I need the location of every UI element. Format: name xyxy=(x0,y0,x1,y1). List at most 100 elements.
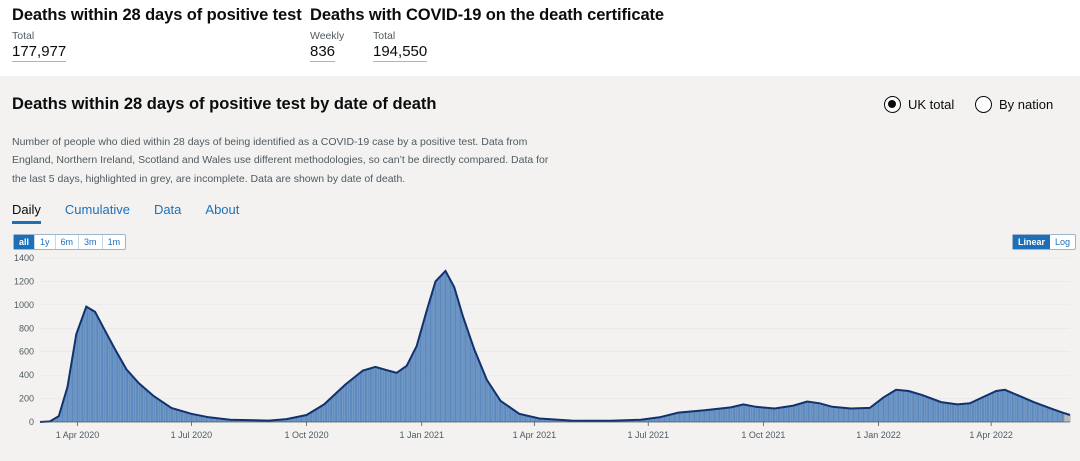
daily-bar xyxy=(428,302,430,422)
radio-label: UK total xyxy=(908,97,955,112)
daily-bar xyxy=(179,410,181,422)
metric-value[interactable]: 194,550 xyxy=(373,43,428,62)
daily-bar xyxy=(693,411,696,422)
daily-bar xyxy=(942,402,945,422)
tab-cumulative[interactable]: Cumulative xyxy=(64,202,130,217)
daily-bar xyxy=(200,415,203,422)
daily-bar xyxy=(776,408,778,422)
headline-metrics: Deaths within 28 days of positive test T… xyxy=(0,0,1080,76)
daily-bar xyxy=(472,345,474,422)
daily-bar xyxy=(407,363,409,422)
daily-bar xyxy=(732,406,734,422)
daily-bar xyxy=(195,414,198,422)
daily-bar xyxy=(641,419,643,422)
daily-bar xyxy=(368,368,370,422)
daily-bar xyxy=(658,417,661,422)
daily-bar xyxy=(493,391,495,422)
metric-value[interactable]: 177,977 xyxy=(12,43,67,62)
daily-bar xyxy=(85,306,87,422)
metric-value[interactable]: 836 xyxy=(310,43,336,62)
daily-bar xyxy=(677,412,679,422)
range-1y-button[interactable]: 1y xyxy=(35,235,56,249)
daily-bar xyxy=(240,419,243,422)
daily-deaths-chart[interactable]: 0 200 400 600 800 1000 1200 1400 1 Apr 2020 1 Jul… xyxy=(0,251,1080,461)
daily-bar xyxy=(721,408,723,422)
daily-bar xyxy=(461,312,463,422)
scale-linear-button[interactable]: Linear xyxy=(1013,235,1051,249)
daily-bar xyxy=(75,334,77,422)
daily-bar xyxy=(781,407,783,422)
range-all-button[interactable]: all xyxy=(14,235,36,249)
daily-bar xyxy=(214,418,216,422)
daily-bar xyxy=(153,396,155,422)
daily-bar xyxy=(683,412,686,422)
daily-bar xyxy=(676,412,678,422)
tab-about[interactable]: About xyxy=(205,202,240,217)
range-1m-button[interactable]: 1m xyxy=(107,237,121,247)
daily-bar xyxy=(521,414,523,422)
daily-bar xyxy=(1028,399,1030,422)
daily-bar xyxy=(307,414,309,422)
daily-bar xyxy=(277,419,279,422)
range-6m-button[interactable]: 6m xyxy=(56,235,80,249)
daily-bar xyxy=(222,418,224,422)
daily-bar xyxy=(687,411,689,422)
daily-bar xyxy=(431,293,433,422)
daily-bar xyxy=(89,308,91,422)
daily-bar xyxy=(150,394,152,422)
daily-bar xyxy=(1040,404,1042,422)
radio-selected-icon[interactable] xyxy=(884,96,901,113)
daily-bar xyxy=(925,396,927,422)
daily-bar xyxy=(750,405,752,422)
daily-bar xyxy=(723,408,726,422)
daily-bar xyxy=(682,412,684,422)
metric-group-title: Deaths with COVID-19 on the death certif… xyxy=(310,6,664,24)
daily-bar xyxy=(155,397,157,422)
daily-bar xyxy=(722,408,724,422)
daily-bar xyxy=(675,413,677,422)
daily-bar xyxy=(986,395,989,422)
daily-bar xyxy=(1008,391,1010,422)
daily-bar xyxy=(653,417,656,422)
daily-bar xyxy=(144,388,146,422)
daily-bar xyxy=(416,345,418,422)
daily-bar xyxy=(1036,403,1039,422)
daily-bar xyxy=(101,325,104,422)
daily-bar xyxy=(443,272,445,422)
daily-bar xyxy=(973,401,975,422)
tab-daily[interactable]: Daily xyxy=(12,202,41,224)
radio-unselected-icon[interactable] xyxy=(975,96,992,113)
daily-bar xyxy=(782,407,785,422)
daily-bar xyxy=(772,408,774,422)
daily-bar xyxy=(633,419,636,422)
daily-bar xyxy=(983,396,985,422)
scale-selector: Linear Log xyxy=(1012,234,1077,250)
daily-bar xyxy=(637,419,639,422)
daily-bar xyxy=(322,405,324,422)
x-tick-label: 1 Jan 2021 xyxy=(399,430,444,440)
daily-bar xyxy=(981,397,983,422)
daily-bar xyxy=(545,418,547,422)
daily-bar xyxy=(993,392,995,422)
daily-bar xyxy=(409,358,412,422)
radio-by-nation[interactable]: By nation xyxy=(975,96,1053,113)
daily-bar xyxy=(334,393,336,422)
daily-bar xyxy=(1023,397,1025,422)
daily-bar xyxy=(352,378,354,422)
scale-log-button[interactable]: Log xyxy=(1055,237,1071,247)
daily-bar xyxy=(324,403,326,422)
daily-bar xyxy=(453,287,455,422)
daily-bar xyxy=(1051,409,1054,422)
daily-bar xyxy=(285,419,288,422)
daily-bar xyxy=(756,406,758,422)
daily-bar xyxy=(203,416,205,422)
range-3m-button[interactable]: 3m xyxy=(79,235,103,249)
daily-bar xyxy=(1019,396,1021,422)
daily-bar xyxy=(685,411,687,422)
radio-uk-total[interactable]: UK total xyxy=(884,96,954,113)
daily-bar xyxy=(154,397,156,422)
daily-bar xyxy=(1021,397,1024,422)
daily-bar xyxy=(225,419,228,422)
tab-data[interactable]: Data xyxy=(153,202,182,217)
daily-bar xyxy=(320,405,323,422)
